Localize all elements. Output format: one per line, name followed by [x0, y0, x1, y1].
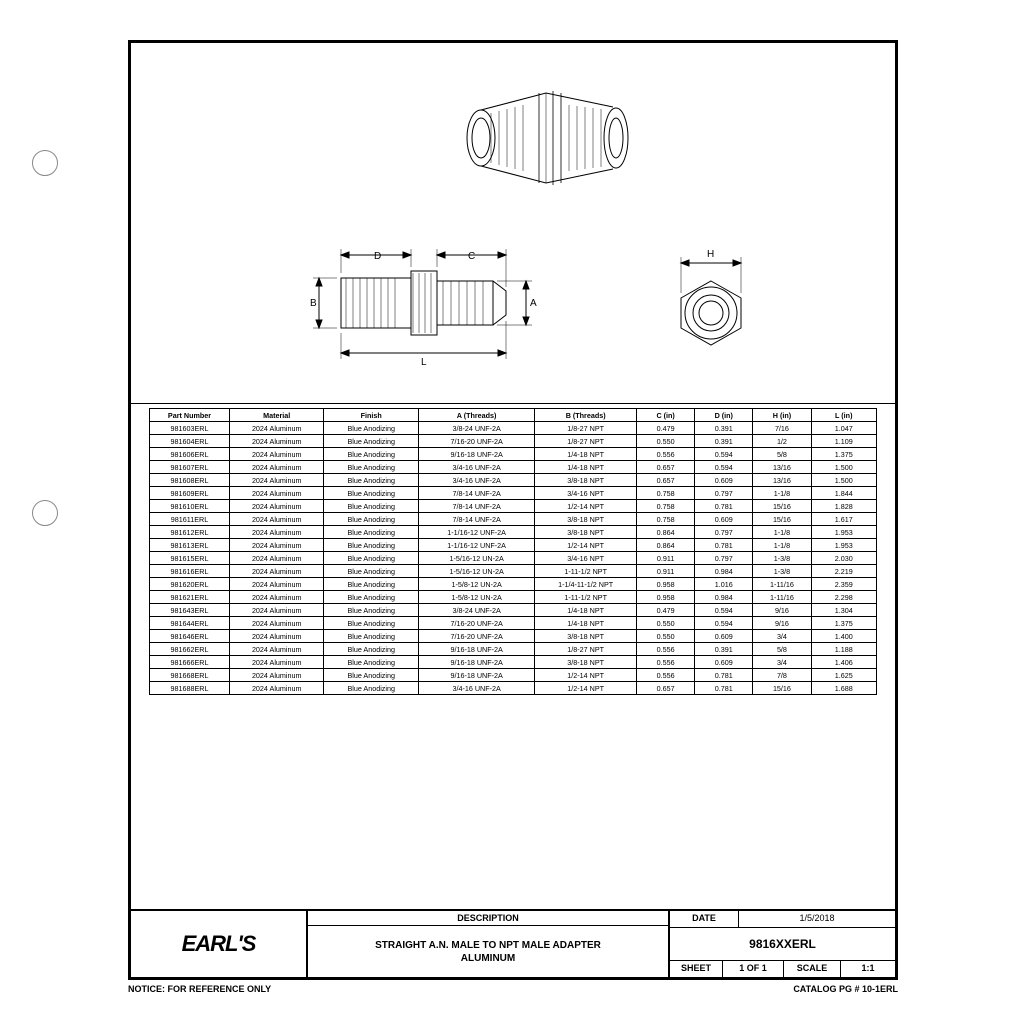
drawing-page: D C B A L H Part NumberMater	[128, 40, 898, 980]
scale-label: SCALE	[784, 961, 841, 977]
table-row: 981609ERL2024 AluminumBlue Anodizing7/8-…	[150, 487, 877, 500]
col-header: L (in)	[811, 409, 876, 422]
binder-hole	[32, 150, 58, 176]
col-header: D (in)	[695, 409, 753, 422]
dim-l-label: L	[421, 357, 427, 368]
col-header: C (in)	[637, 409, 695, 422]
dim-a-label: A	[530, 298, 537, 309]
title-block: EARL'S DESCRIPTION STRAIGHT A.N. MALE TO…	[131, 909, 895, 977]
logo: EARL'S	[131, 911, 308, 977]
table-row: 981604ERL2024 AluminumBlue Anodizing7/16…	[150, 435, 877, 448]
date-value: 1/5/2018	[739, 911, 895, 927]
table-row: 981611ERL2024 AluminumBlue Anodizing7/8-…	[150, 513, 877, 526]
table-header-row: Part NumberMaterialFinishA (Threads)B (T…	[150, 409, 877, 422]
table-row: 981666ERL2024 AluminumBlue Anodizing9/16…	[150, 656, 877, 669]
sheet-value: 1 OF 1	[723, 961, 784, 977]
table-row: 981610ERL2024 AluminumBlue Anodizing7/8-…	[150, 500, 877, 513]
table-row: 981620ERL2024 AluminumBlue Anodizing1-5/…	[150, 578, 877, 591]
table-row: 981688ERL2024 AluminumBlue Anodizing3/4-…	[150, 682, 877, 695]
col-header: Part Number	[150, 409, 230, 422]
table-row: 981668ERL2024 AluminumBlue Anodizing9/16…	[150, 669, 877, 682]
table-row: 981608ERL2024 AluminumBlue Anodizing3/4-…	[150, 474, 877, 487]
table-row: 981644ERL2024 AluminumBlue Anodizing7/16…	[150, 617, 877, 630]
date-label: DATE	[670, 911, 739, 927]
table-row: 981643ERL2024 AluminumBlue Anodizing3/8-…	[150, 604, 877, 617]
dim-c-label: C	[468, 251, 475, 262]
dim-d-label: D	[374, 251, 381, 262]
parts-table: Part NumberMaterialFinishA (Threads)B (T…	[149, 408, 877, 695]
sheet-label: SHEET	[670, 961, 723, 977]
table-row: 981621ERL2024 AluminumBlue Anodizing1-5/…	[150, 591, 877, 604]
col-header: Finish	[324, 409, 419, 422]
table-row: 981607ERL2024 AluminumBlue Anodizing3/4-…	[150, 461, 877, 474]
table-row: 981662ERL2024 AluminumBlue Anodizing9/16…	[150, 643, 877, 656]
table-row: 981606ERL2024 AluminumBlue Anodizing9/16…	[150, 448, 877, 461]
description-label: DESCRIPTION	[308, 911, 670, 926]
part-number: 9816XXERL	[670, 935, 895, 953]
drawing-area: D C B A L H	[131, 43, 895, 404]
binder-hole	[32, 500, 58, 526]
scale-value: 1:1	[841, 961, 895, 977]
table-row: 981616ERL2024 AluminumBlue Anodizing1-5/…	[150, 565, 877, 578]
description-text: STRAIGHT A.N. MALE TO NPT MALE ADAPTERAL…	[308, 926, 670, 977]
col-header: Material	[229, 409, 324, 422]
table-row: 981613ERL2024 AluminumBlue Anodizing1-1/…	[150, 539, 877, 552]
dim-h-label: H	[707, 249, 714, 260]
footer-notice: NOTICE: FOR REFERENCE ONLY	[128, 984, 271, 994]
col-header: A (Threads)	[418, 409, 534, 422]
technical-drawing: D C B A L H	[131, 43, 901, 403]
dim-b-label: B	[310, 298, 317, 309]
table-row: 981646ERL2024 AluminumBlue Anodizing7/16…	[150, 630, 877, 643]
col-header: B (Threads)	[535, 409, 637, 422]
table-row: 981615ERL2024 AluminumBlue Anodizing1-5/…	[150, 552, 877, 565]
table-row: 981603ERL2024 AluminumBlue Anodizing3/8-…	[150, 422, 877, 435]
table-row: 981612ERL2024 AluminumBlue Anodizing1-1/…	[150, 526, 877, 539]
col-header: H (in)	[753, 409, 811, 422]
footer-catalog: CATALOG PG # 10-1ERL	[793, 984, 898, 994]
